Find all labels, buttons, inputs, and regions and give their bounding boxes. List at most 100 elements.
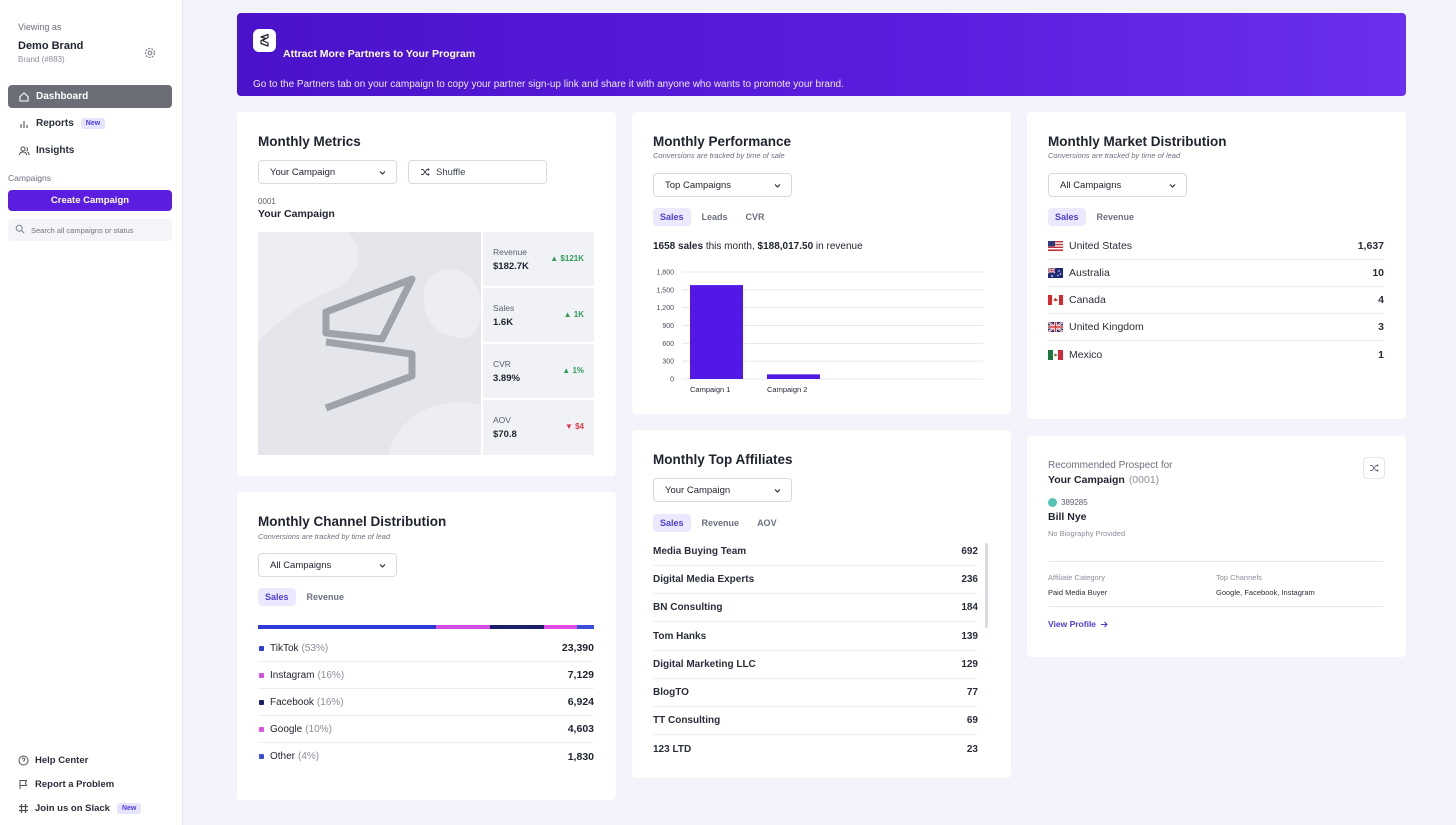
campaign-select[interactable]: Top Campaigns [653, 173, 792, 197]
top-channels-value: Google, Facebook, Instagram [1216, 588, 1315, 597]
shuffle-label: Shuffle [436, 166, 466, 178]
sidebar-item-dashboard[interactable]: Dashboard [8, 85, 172, 108]
help-center-link[interactable]: Help Center [18, 755, 88, 766]
affiliate-name: Digital Media Experts [653, 574, 755, 586]
channel-percent: (16%) [316, 696, 344, 708]
tab-revenue[interactable]: Revenue [306, 592, 345, 602]
scrollbar[interactable] [985, 543, 988, 628]
channel-name: Google [270, 723, 303, 735]
y-tick-label: 900 [662, 323, 674, 330]
sidebar-item-label: Reports [36, 118, 74, 129]
campaign-search[interactable] [8, 219, 172, 241]
channel-row: Other (4%) 1,830 [258, 743, 594, 770]
affiliate-row[interactable]: Media Buying Team 692 [653, 538, 978, 566]
affiliate-row[interactable]: Digital Marketing LLC 129 [653, 651, 978, 679]
monthly-metrics-card: Monthly Metrics Your Campaign Shuffle 00… [237, 112, 616, 476]
tab-revenue[interactable]: Revenue [701, 518, 740, 528]
channel-stacked-bar [258, 625, 594, 629]
country-name: United States [1069, 240, 1133, 252]
tab-cvr[interactable]: CVR [745, 212, 765, 222]
tab-sales[interactable]: Sales [653, 208, 691, 226]
prospect-id: 389285 [1048, 498, 1088, 507]
affiliate-value: 139 [961, 630, 978, 642]
tab-sales[interactable]: Sales [1048, 208, 1086, 226]
affiliate-row[interactable]: Digital Media Experts 236 [653, 566, 978, 595]
prospect-id-value: 389285 [1061, 498, 1088, 507]
slack-label: Join us on Slack [35, 803, 110, 814]
tab-leads[interactable]: Leads [701, 212, 728, 222]
country-value: 1,637 [1357, 240, 1384, 252]
metric-value: 3.89% [493, 373, 520, 384]
legend-swatch [259, 699, 264, 705]
sidebar-item-reports[interactable]: Reports New [8, 112, 172, 135]
sidebar: Viewing as Demo Brand Brand (#883) Dashb… [0, 0, 183, 825]
prospect-label: Recommended Prospect for [1048, 460, 1173, 471]
y-tick-label: 1,200 [656, 305, 674, 312]
legend-swatch [259, 754, 264, 759]
prospect-campaign-id: (0001) [1128, 474, 1160, 486]
channel-bar-segment [436, 625, 490, 629]
market-row-ca: Canada 4 [1048, 287, 1384, 314]
y-tick-label: 300 [662, 359, 674, 366]
summary-end: in revenue [813, 241, 863, 252]
campaign-select[interactable]: Your Campaign [653, 478, 792, 502]
report-problem-link[interactable]: Report a Problem [18, 779, 114, 790]
metric-cvr: CVR 3.89% ▲ 1% [483, 344, 594, 398]
tab-sales[interactable]: Sales [258, 588, 296, 606]
channel-bar-segment [489, 625, 544, 629]
performance-bar-chart: 1,800 1,500 1,200 900 600 300 0 Campaign 1 Campa… [656, 270, 983, 394]
metrics-stats: Revenue $182.7K ▲ $121K Sales 1.6K ▲ 1K … [483, 232, 594, 455]
channel-bar-segment [577, 625, 594, 629]
users-icon [18, 145, 30, 157]
card-title: Monthly Market Distribution [1048, 134, 1227, 149]
campaign-select[interactable]: All Campaigns [1048, 173, 1187, 197]
affiliate-name: TT Consulting [653, 715, 721, 727]
metric-label: Sales [493, 303, 515, 313]
campaign-select[interactable]: All Campaigns [258, 553, 397, 577]
shuffle-icon [420, 167, 430, 177]
brand-name[interactable]: Demo Brand [18, 40, 84, 52]
affiliate-row[interactable]: BlogTO 77 [653, 679, 978, 707]
affiliate-row[interactable]: TT Consulting 69 [653, 707, 978, 736]
affiliate-value: 77 [966, 687, 978, 698]
metric-revenue: Revenue $182.7K ▲ $121K [483, 232, 594, 286]
card-title: Monthly Channel Distribution [258, 514, 447, 529]
affiliate-value: 69 [966, 715, 978, 727]
affiliate-name: 123 LTD [653, 743, 692, 755]
metric-label: CVR [493, 359, 511, 369]
search-input[interactable] [31, 225, 161, 235]
channel-name: Instagram [270, 669, 315, 681]
channel-row: Google (10%) 4,603 [258, 716, 594, 743]
legend-swatch [259, 726, 264, 732]
prospect-name: Bill Nye [1048, 511, 1087, 523]
affiliate-row[interactable]: BN Consulting 184 [653, 594, 978, 623]
card-title: Monthly Top Affiliates [653, 452, 793, 467]
chart-bar[interactable] [767, 374, 820, 379]
country-name: Mexico [1069, 348, 1103, 361]
chevron-down-icon [379, 564, 386, 568]
chart-bar[interactable] [690, 285, 743, 379]
view-profile-link[interactable]: View Profile [1048, 619, 1109, 629]
affiliate-row[interactable]: 123 LTD 23 [653, 735, 978, 763]
market-tabs: Sales Revenue [1048, 208, 1141, 226]
affiliate-name: BN Consulting [653, 602, 723, 614]
tab-sales[interactable]: Sales [653, 514, 691, 532]
country-name: United Kingdom [1069, 321, 1144, 333]
metric-sales: Sales 1.6K ▲ 1K [483, 288, 594, 342]
campaign-select[interactable]: Your Campaign [258, 160, 397, 184]
us-flag-icon [1048, 241, 1063, 251]
gear-icon[interactable] [143, 46, 157, 60]
sidebar-item-insights[interactable]: Insights [8, 139, 172, 162]
chevron-down-icon [774, 489, 781, 493]
tab-aov[interactable]: AOV [757, 518, 777, 528]
help-icon [18, 755, 29, 766]
shuffle-button[interactable]: Shuffle [408, 160, 547, 184]
tab-revenue[interactable]: Revenue [1096, 212, 1135, 222]
create-campaign-button[interactable]: Create Campaign [8, 190, 172, 211]
affiliate-value: 692 [961, 546, 978, 557]
legend-swatch [259, 672, 264, 678]
slack-link[interactable]: Join us on Slack New [18, 803, 142, 814]
affiliate-row[interactable]: Tom Hanks 139 [653, 623, 978, 651]
channel-value: 6,924 [567, 696, 594, 708]
shuffle-prospect-button[interactable] [1363, 457, 1385, 479]
